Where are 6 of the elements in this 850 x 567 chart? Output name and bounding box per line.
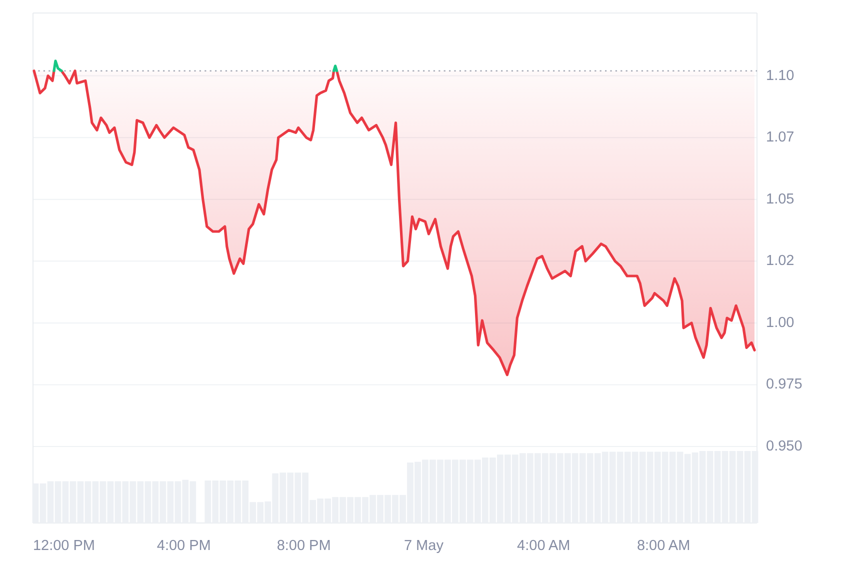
x-tick-label: 4:00 PM (156, 538, 211, 554)
x-tick-label: 8:00 PM (276, 538, 331, 554)
x-tick-label: 12:00 PM (32, 538, 96, 554)
x-tick-label: 8:00 AM (636, 538, 690, 554)
x-tick-label: 7 May (404, 538, 444, 554)
x-tick-label: 4:00 AM (517, 538, 570, 554)
